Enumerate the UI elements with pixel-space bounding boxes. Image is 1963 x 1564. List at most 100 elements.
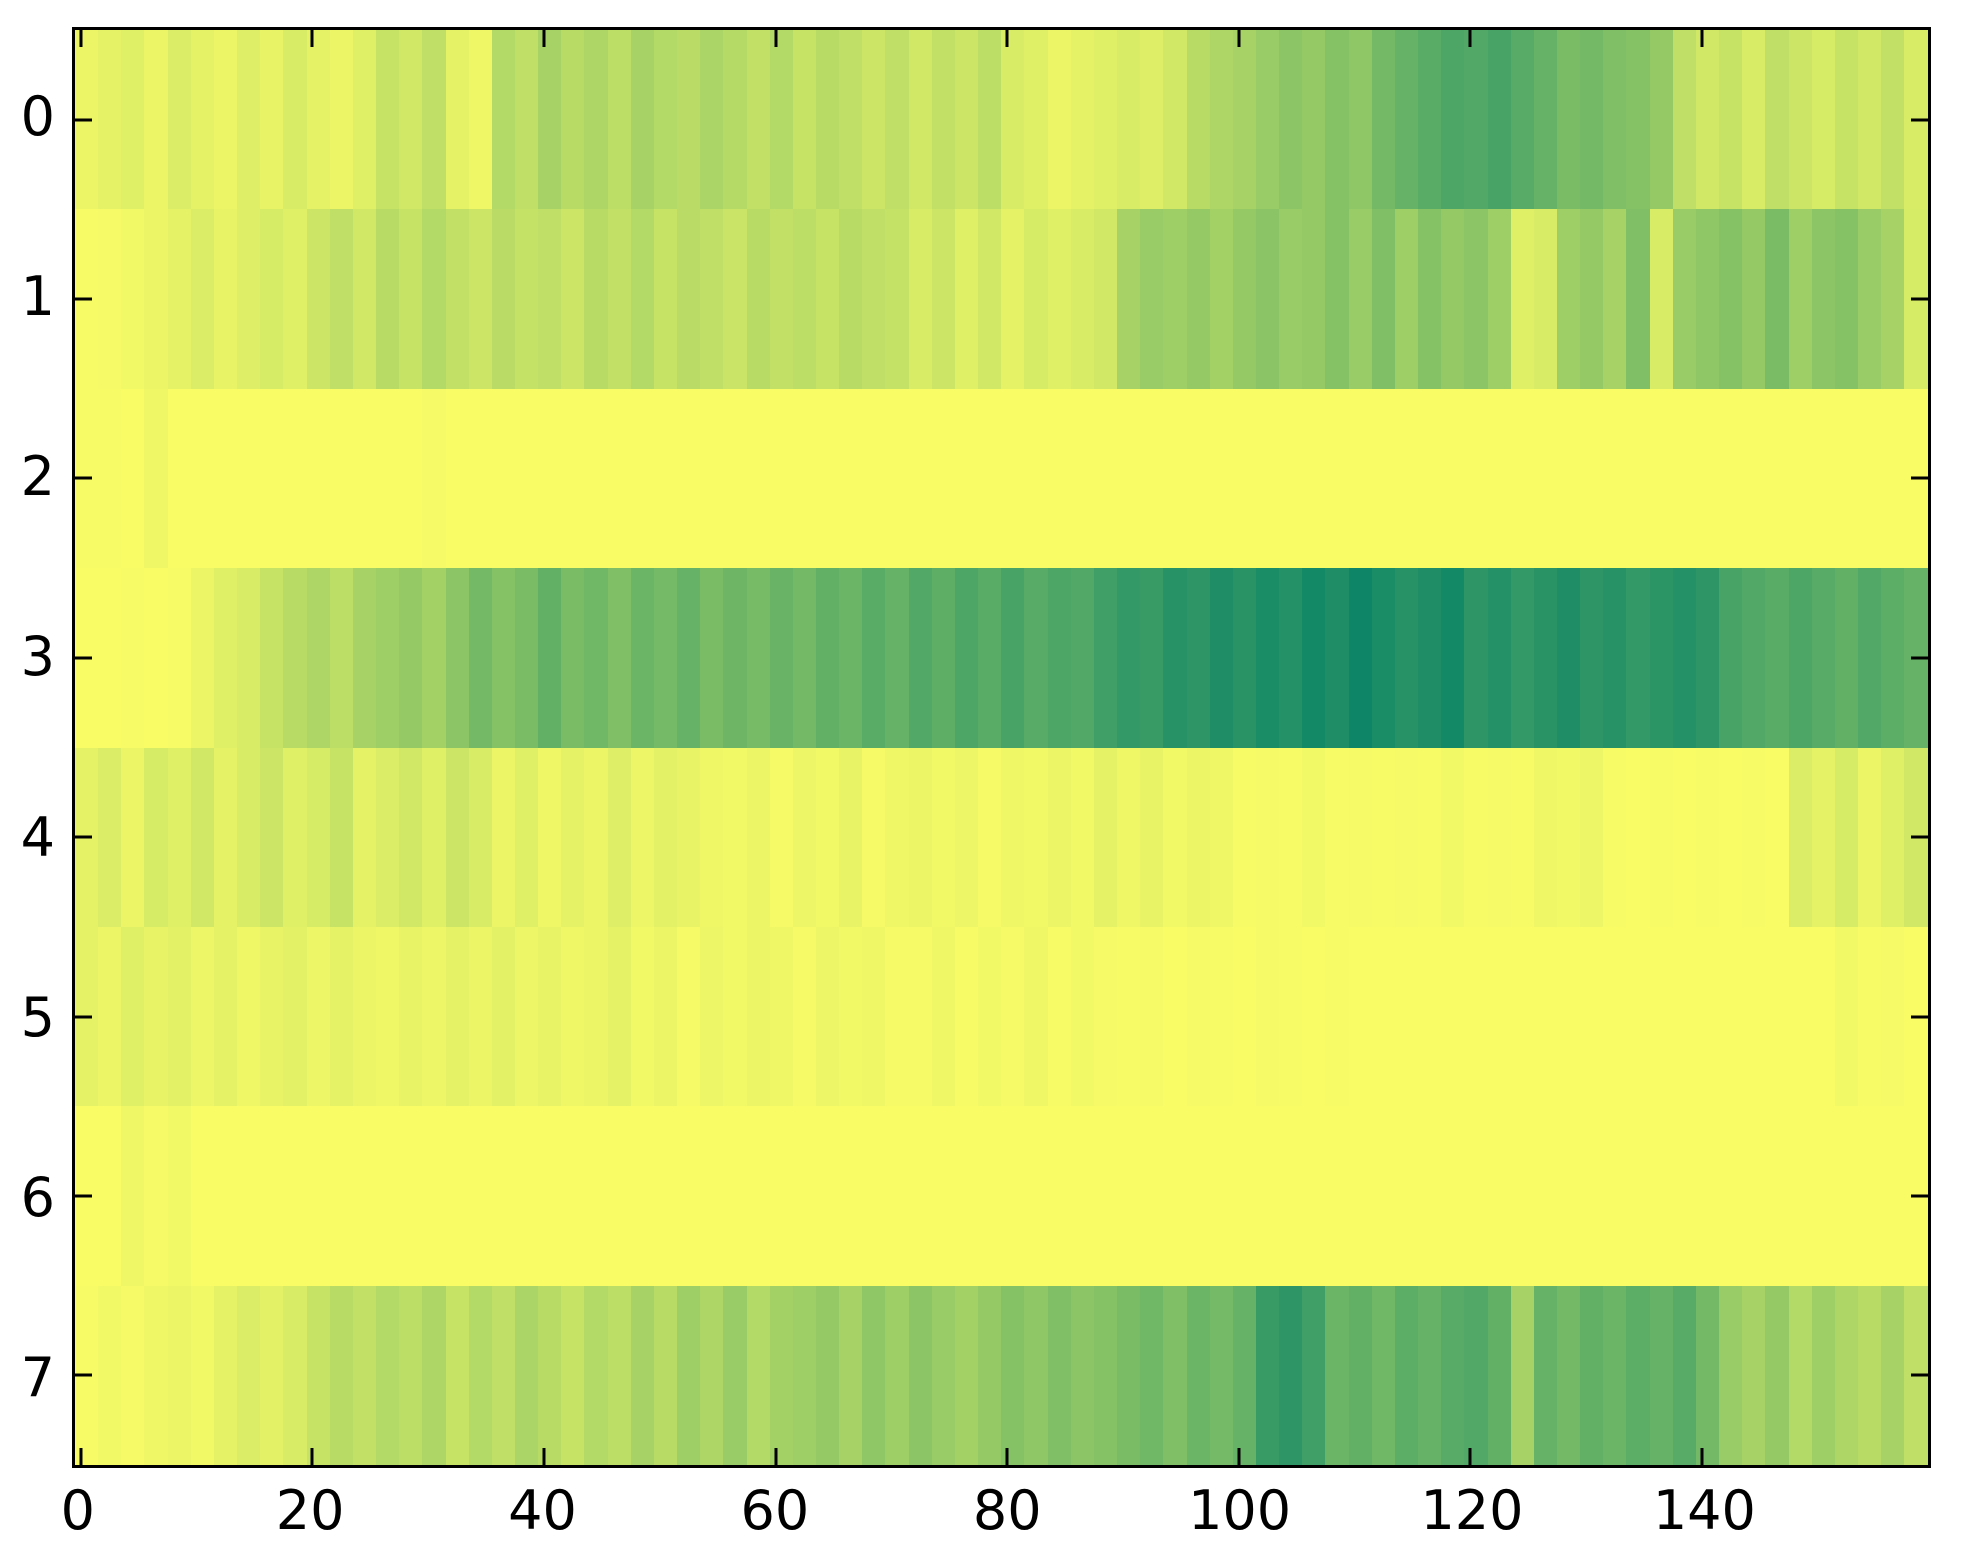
heatmap-cell — [352, 30, 377, 210]
heatmap-cell — [1580, 1285, 1604, 1465]
heatmap-cell — [260, 747, 284, 927]
heatmap-cell — [1140, 1106, 1164, 1286]
heatmap-cell — [1117, 1106, 1141, 1286]
heatmap-cell — [1603, 1285, 1627, 1465]
heatmap-cell — [769, 1106, 793, 1286]
heatmap-cell — [260, 1285, 284, 1465]
heatmap-cell — [700, 209, 724, 389]
heatmap-cell — [954, 1285, 979, 1465]
heatmap-cell — [1163, 1106, 1187, 1286]
heatmap-cell — [1626, 209, 1650, 389]
plot-area — [72, 27, 1931, 1468]
x-tick-mark — [542, 1448, 546, 1465]
heatmap-cell — [1024, 1285, 1048, 1465]
heatmap-cell — [862, 30, 886, 210]
heatmap-cell — [445, 209, 469, 389]
heatmap-cell — [1348, 388, 1372, 569]
heatmap-cell — [954, 568, 979, 748]
heatmap-cell — [1719, 209, 1743, 389]
heatmap-cell — [1695, 1106, 1720, 1286]
heatmap-cell — [1394, 388, 1419, 569]
heatmap-cell — [98, 388, 122, 569]
heatmap-cell — [700, 926, 724, 1107]
heatmap-cell — [329, 30, 353, 210]
heatmap-cell — [352, 209, 377, 389]
heatmap-cell — [1024, 209, 1048, 389]
heatmap-cell — [746, 747, 770, 927]
heatmap-cell — [792, 1285, 816, 1465]
heatmap-cell — [1001, 1285, 1025, 1465]
heatmap-cell — [237, 388, 261, 569]
heatmap-cell — [1881, 388, 1905, 569]
heatmap-cell — [1464, 568, 1488, 748]
heatmap-cell — [1001, 568, 1025, 748]
heatmap-cell — [283, 1285, 307, 1465]
heatmap-cell — [190, 30, 214, 210]
y-tick-label: 6 — [20, 1165, 55, 1229]
heatmap-cell — [1325, 747, 1349, 927]
heatmap-cell — [677, 209, 701, 389]
heatmap-cell — [422, 30, 446, 210]
heatmap-cell — [1140, 568, 1164, 748]
heatmap-cell — [792, 209, 816, 389]
heatmap-cell — [1255, 747, 1280, 927]
x-tick-mark — [1468, 30, 1472, 47]
x-tick-mark — [310, 1448, 314, 1465]
heatmap-cell — [1024, 747, 1048, 927]
heatmap-cell — [653, 388, 678, 569]
heatmap-cell — [1163, 926, 1187, 1107]
heatmap-cell — [723, 388, 747, 569]
heatmap-cell — [1001, 926, 1025, 1107]
heatmap-cell — [468, 209, 492, 389]
heatmap-cell — [1001, 30, 1025, 210]
heatmap-cell — [1140, 388, 1164, 569]
x-tick-label: 0 — [60, 1479, 95, 1542]
heatmap-cell — [1441, 209, 1465, 389]
heatmap-cell — [167, 1285, 191, 1465]
heatmap-cell — [723, 209, 747, 389]
heatmap-cell — [1371, 926, 1395, 1107]
heatmap-cell — [653, 926, 678, 1107]
heatmap-cell — [98, 747, 122, 927]
heatmap-cell — [1302, 568, 1326, 748]
heatmap-row-5 — [75, 926, 1928, 1107]
heatmap-cell — [1811, 1106, 1835, 1286]
heatmap-cell — [1742, 209, 1766, 389]
heatmap-cell — [816, 1106, 840, 1286]
y-tick-mark — [75, 1373, 92, 1377]
heatmap-cell — [399, 747, 423, 927]
heatmap-cell — [1672, 209, 1696, 389]
heatmap-cell — [491, 1285, 515, 1465]
heatmap-cell — [306, 1285, 330, 1465]
heatmap-cell — [978, 926, 1002, 1107]
heatmap-cell — [862, 1106, 886, 1286]
heatmap-cell — [121, 1106, 145, 1286]
heatmap-cell — [121, 388, 145, 569]
heatmap-cell — [1279, 926, 1303, 1107]
heatmap-cell — [1788, 747, 1812, 927]
heatmap-cell — [746, 926, 770, 1107]
y-tick-mark — [75, 656, 92, 660]
heatmap-cell — [1695, 209, 1720, 389]
heatmap-cell — [1580, 388, 1604, 569]
heatmap-cell — [1394, 926, 1419, 1107]
heatmap-cell — [491, 568, 515, 748]
heatmap-cell — [607, 568, 631, 748]
heatmap-cell — [1649, 926, 1673, 1107]
heatmap-cell — [1649, 388, 1673, 569]
heatmap-cell — [839, 209, 863, 389]
heatmap-cell — [1719, 747, 1743, 927]
heatmap-cell — [1418, 1106, 1442, 1286]
heatmap-cell — [1626, 926, 1650, 1107]
heatmap-cell — [121, 747, 145, 927]
heatmap-cell — [653, 1285, 678, 1465]
heatmap-cell — [769, 30, 793, 210]
heatmap-cell — [1047, 926, 1071, 1107]
heatmap-cell — [1394, 568, 1419, 748]
heatmap-cell — [1024, 568, 1048, 748]
x-tick-mark — [1237, 30, 1241, 47]
heatmap-cell — [839, 388, 863, 569]
heatmap-cell — [978, 388, 1002, 569]
heatmap-cell — [283, 388, 307, 569]
heatmap-cell — [1881, 568, 1905, 748]
